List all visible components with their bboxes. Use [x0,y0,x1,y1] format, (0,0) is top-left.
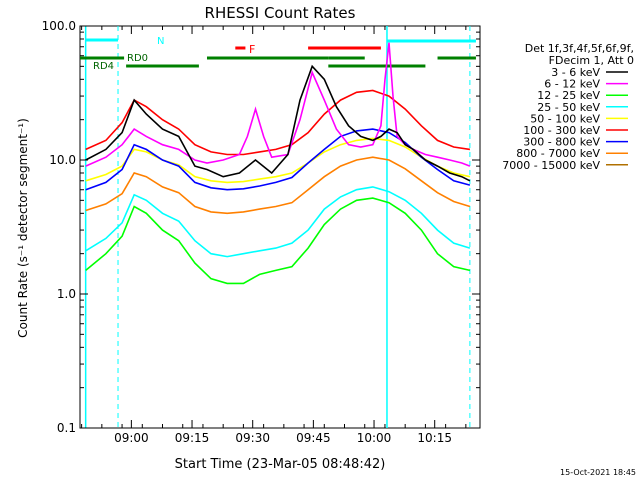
legend-header-line-1: Det 1f,3f,4f,5f,6f,9f, [525,42,634,55]
y-tick-label: 10.0 [49,153,76,167]
legend-label-3: 25 - 50 keV [537,101,600,114]
series-line-6 [85,128,471,191]
legend-label-4: 50 - 100 keV [530,112,600,125]
plot-layer: 0.1 1.0 10.0 100.0 09:00 09:15 09:30 09:45 10:00… [42,19,628,445]
legend-header-line-2: FDecim 1, Att 0 [549,54,634,67]
series-line-3 [85,186,471,258]
legend-label-5: 100 - 300 keV [523,124,600,137]
series-line-0 [85,64,471,182]
x-tick-label: 09:30 [235,431,270,445]
x-axis-label: Start Time (23-Mar-05 08:48:42) [175,457,386,472]
y-tick-label: 0.1 [57,421,76,435]
legend-label-2: 12 - 25 keV [537,89,600,102]
footer-date: 15-Oct-2021 18:45 [560,468,636,477]
legend-label-6: 300 - 800 keV [523,136,600,149]
chart-title: RHESSI Count Rates [205,4,356,22]
decimation-label-rd0: RD0 [127,53,148,64]
series-line-7 [85,156,471,215]
legend-label-0: 3 - 6 keV [551,66,600,79]
plot-frame [79,25,481,429]
x-tick-label: 10:00 [357,431,392,445]
x-tick-label: 09:45 [296,431,331,445]
night-label: N [157,36,164,47]
attenuator-label: F [249,43,255,56]
y-axis-label: Count Rate (s⁻¹ detector segment⁻¹) [16,118,30,338]
series-line-4 [85,137,471,184]
series-line-5 [85,89,471,156]
series-line-2 [85,197,471,285]
y-tick-label: 100.0 [42,19,76,33]
x-tick-label: 09:00 [114,431,149,445]
x-tick-label: 10:15 [417,431,452,445]
legend-label-1: 6 - 12 keV [544,78,600,91]
y-tick-label: 1.0 [57,287,76,301]
legend-label-7: 800 - 7000 keV [516,147,600,160]
legend-label-8: 7000 - 15000 keV [502,159,600,172]
x-tick-label: 09:15 [175,431,210,445]
decimation-label-rd4: RD4 [93,61,114,72]
